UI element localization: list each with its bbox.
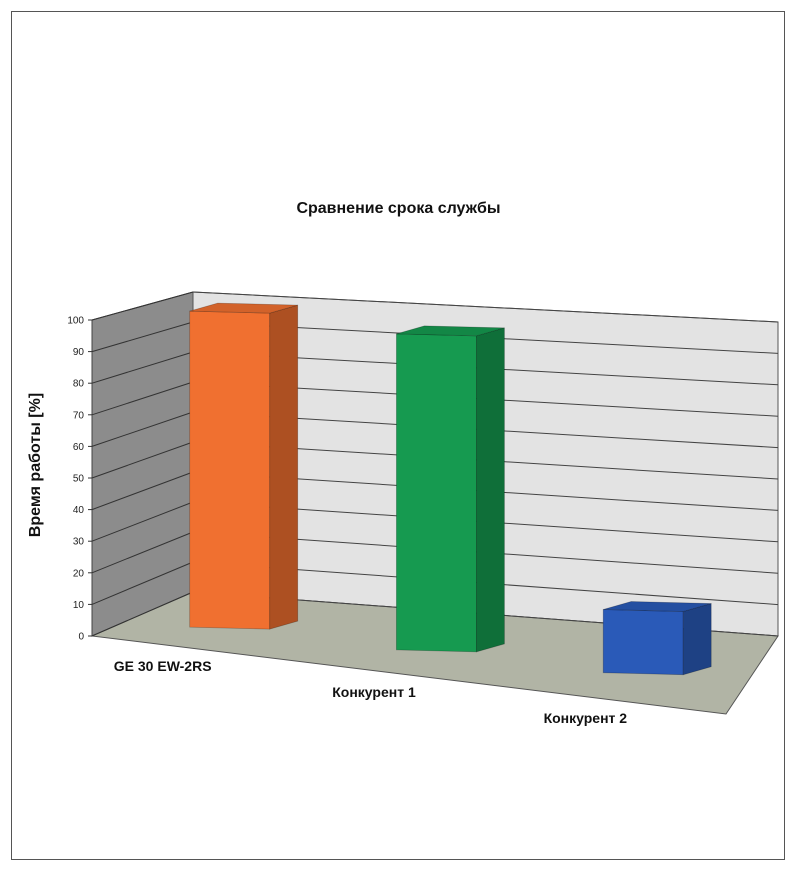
x-tick-label: Конкурент 1 bbox=[332, 684, 416, 700]
y-tick-label: 30 bbox=[73, 537, 85, 548]
bar-side-shade bbox=[269, 305, 298, 630]
bar-front bbox=[395, 333, 477, 653]
gridline-left bbox=[91, 441, 194, 479]
y-tick-label: 100 bbox=[67, 316, 84, 327]
y-tick-label: 40 bbox=[73, 505, 85, 516]
gridline-left bbox=[91, 471, 194, 511]
bar-front bbox=[189, 310, 271, 630]
chart-title: Сравнение срока службы bbox=[296, 200, 501, 217]
bar-top-shade bbox=[189, 303, 298, 314]
y-tick-label: 60 bbox=[73, 442, 85, 453]
bar-side bbox=[682, 602, 712, 676]
bar-top-shade bbox=[603, 601, 712, 612]
y-tick-label: 20 bbox=[73, 568, 85, 579]
gridline-left bbox=[91, 411, 194, 447]
gridline-left bbox=[91, 531, 194, 574]
gridline-left bbox=[91, 561, 194, 605]
gridline-left bbox=[91, 381, 194, 416]
bar-front bbox=[602, 609, 684, 676]
y-tick-label: 0 bbox=[78, 632, 84, 643]
y-tick-label: 80 bbox=[73, 379, 85, 390]
bar-side-shade bbox=[476, 327, 505, 652]
gridline-left bbox=[91, 291, 194, 321]
bar-top-shade bbox=[396, 325, 505, 336]
x-tick-label: Конкурент 2 bbox=[543, 710, 628, 726]
gridline-left bbox=[91, 351, 194, 384]
bar-top bbox=[396, 325, 505, 337]
y-tick-label: 70 bbox=[73, 410, 85, 421]
y-axis-label: Время работы [%] bbox=[27, 392, 44, 538]
bar-side-shade bbox=[683, 603, 712, 675]
bar-top bbox=[603, 601, 712, 612]
y-tick-label: 90 bbox=[73, 347, 85, 358]
x-tick-label: GE 30 EW-2RS bbox=[113, 658, 212, 674]
bar-top bbox=[189, 302, 298, 314]
gridline-left bbox=[91, 591, 194, 637]
gridline-left bbox=[91, 501, 194, 542]
left-wall bbox=[91, 291, 194, 637]
gridline-left bbox=[91, 321, 194, 353]
y-tick-label: 10 bbox=[73, 600, 85, 611]
y-tick-label: 50 bbox=[73, 474, 85, 485]
gridline-back bbox=[192, 291, 779, 323]
